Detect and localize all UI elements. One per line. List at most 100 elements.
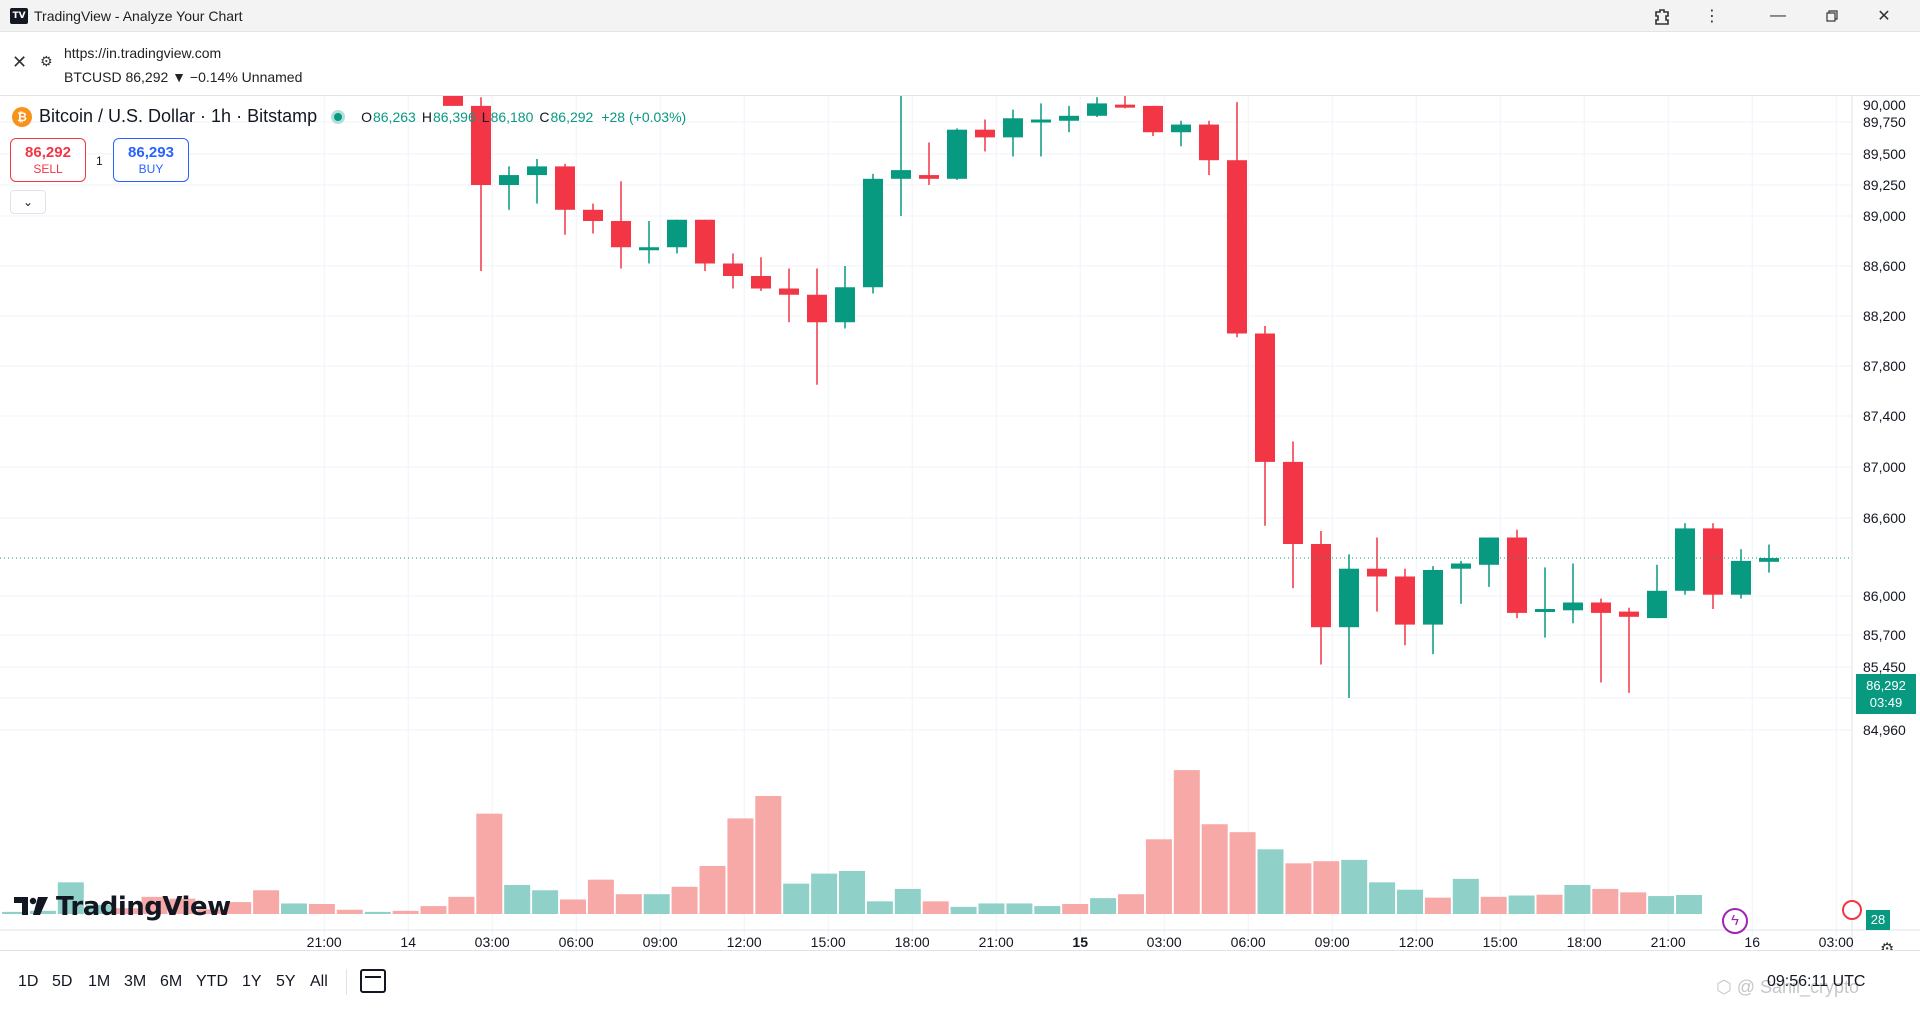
range-button-6m[interactable]: 6M bbox=[160, 973, 183, 990]
volume-bar bbox=[950, 906, 977, 914]
candle-body bbox=[1227, 160, 1247, 334]
range-button-5d[interactable]: 5D bbox=[52, 973, 73, 990]
volume-bar bbox=[336, 909, 363, 914]
range-button-1d[interactable]: 1D bbox=[18, 973, 39, 990]
volume-bar bbox=[1145, 839, 1172, 914]
candle-body bbox=[1563, 602, 1583, 611]
candle-body bbox=[1647, 590, 1667, 619]
minimize-button[interactable]: — bbox=[1770, 7, 1786, 24]
candle-body bbox=[611, 221, 631, 248]
volume-bar bbox=[1564, 884, 1591, 914]
more-options-icon[interactable]: ⋮ bbox=[1704, 8, 1720, 25]
volume-bar bbox=[476, 813, 503, 914]
lightning-icon[interactable]: ϟ bbox=[1722, 908, 1748, 934]
low-value: 86,180 bbox=[490, 108, 534, 125]
candle-body bbox=[1059, 115, 1079, 121]
extensions-icon[interactable] bbox=[1640, 2, 1684, 30]
price-axis-label: 88,600 bbox=[1863, 258, 1906, 274]
volume-bar bbox=[1648, 896, 1675, 914]
low-label: L bbox=[481, 108, 490, 125]
candle-body bbox=[695, 219, 715, 264]
range-button-ytd[interactable]: YTD bbox=[196, 973, 228, 990]
time-axis-label: 21:00 bbox=[979, 934, 1014, 950]
candle-body bbox=[1759, 558, 1779, 562]
candle-body bbox=[639, 247, 659, 251]
volume-bar bbox=[1257, 849, 1284, 914]
chart-area[interactable]: 90,000 89,750 89,500 89,250 89,000 88,600 88,2… bbox=[0, 96, 1920, 958]
volume-bar bbox=[1452, 878, 1479, 914]
buy-price: 86,293 bbox=[128, 144, 174, 161]
close-label: C bbox=[539, 108, 550, 125]
site-settings-icon[interactable]: ⚙ bbox=[40, 53, 53, 69]
time-axis-label: 03:00 bbox=[1819, 934, 1854, 950]
volume-bar bbox=[308, 903, 335, 914]
volume-bar bbox=[1424, 897, 1451, 914]
sell-button[interactable]: 86,292 SELL bbox=[10, 138, 86, 182]
close-icon[interactable]: ✕ bbox=[12, 52, 28, 72]
candle-body bbox=[555, 166, 575, 210]
range-button-1y[interactable]: 1Y bbox=[242, 973, 262, 990]
tradingview-logo[interactable]: TradingView bbox=[14, 892, 231, 922]
utc-clock[interactable]: 09:56:11 UTC bbox=[1767, 973, 1866, 990]
collapse-legend-button[interactable]: ⌄ bbox=[10, 190, 46, 214]
candle-body bbox=[1675, 528, 1695, 591]
volume-bar bbox=[811, 873, 838, 914]
volume-bar bbox=[1173, 770, 1200, 914]
volume-bar bbox=[1034, 906, 1061, 914]
range-button-1m[interactable]: 1M bbox=[88, 973, 111, 990]
range-button-all[interactable]: All bbox=[310, 973, 328, 990]
tradingview-logo-text: TradingView bbox=[56, 892, 231, 922]
candle-body bbox=[1367, 568, 1387, 577]
volume-bar bbox=[1397, 889, 1423, 914]
candle-body bbox=[751, 276, 771, 289]
range-button-3m[interactable]: 3M bbox=[124, 973, 147, 990]
time-axis-label: 16 bbox=[1744, 934, 1760, 950]
volume-bar bbox=[253, 890, 280, 914]
volume-bar bbox=[839, 870, 865, 914]
symbol-title[interactable]: Bitcoin / U.S. Dollar · 1h · Bitstamp bbox=[39, 106, 318, 126]
price-axis-label: 87,000 bbox=[1863, 459, 1906, 475]
time-axis-label: 18:00 bbox=[895, 934, 930, 950]
date-range-icon[interactable] bbox=[360, 969, 386, 993]
volume-bar bbox=[504, 884, 531, 914]
candle-body bbox=[1255, 333, 1275, 462]
price-axis-label: 90,000 bbox=[1863, 97, 1906, 113]
buy-button[interactable]: 86,293 BUY bbox=[113, 138, 189, 182]
window-title: TradingView - Analyze Your Chart bbox=[34, 8, 243, 24]
time-axis-label: 15:00 bbox=[811, 934, 846, 950]
candle-body bbox=[807, 294, 827, 323]
currency-flag-icon[interactable] bbox=[1842, 900, 1862, 920]
volume-bar bbox=[420, 906, 447, 914]
volume-bar bbox=[755, 795, 782, 914]
tradingview-logo-icon bbox=[14, 893, 48, 921]
volume-bar bbox=[587, 879, 614, 914]
price-axis-label: 86,600 bbox=[1863, 510, 1906, 526]
volume-bar bbox=[866, 901, 893, 914]
volume-bar bbox=[1369, 882, 1396, 914]
volume-bar bbox=[1480, 896, 1507, 914]
volume-bar bbox=[1313, 861, 1340, 914]
candle-body bbox=[891, 170, 911, 179]
alert-count-badge[interactable]: 28 bbox=[1866, 910, 1890, 930]
candle-body bbox=[1199, 124, 1219, 161]
price-axis-label: 89,000 bbox=[1863, 208, 1906, 224]
candle-body bbox=[1283, 461, 1303, 544]
candle-body bbox=[1031, 119, 1051, 123]
candle-body bbox=[779, 288, 799, 295]
candle-body bbox=[1591, 602, 1611, 613]
url-text[interactable]: https://in.tradingview.com bbox=[64, 45, 222, 61]
volume-bar bbox=[699, 865, 726, 914]
range-button-5y[interactable]: 5Y bbox=[276, 973, 296, 990]
volume-bar bbox=[141, 896, 168, 914]
bottom-toolbar: 1D 5D 1M 3M 6M YTD 1Y 5Y All ⬡ @ Sahil_c… bbox=[0, 950, 1920, 1020]
time-axis-label: 21:00 bbox=[307, 934, 342, 950]
open-value: 86,263 bbox=[372, 108, 416, 125]
maximize-button[interactable] bbox=[1810, 2, 1854, 30]
bitcoin-icon: ₿ bbox=[12, 106, 32, 127]
time-axis-label: 12:00 bbox=[727, 934, 762, 950]
close-window-button[interactable]: ✕ bbox=[1877, 8, 1891, 25]
volume-bar bbox=[113, 908, 140, 914]
candle-body bbox=[527, 166, 547, 176]
candle-body bbox=[1395, 576, 1415, 625]
